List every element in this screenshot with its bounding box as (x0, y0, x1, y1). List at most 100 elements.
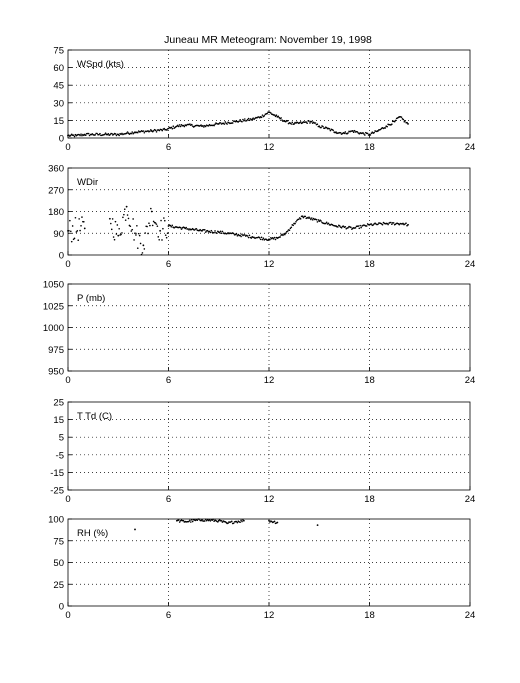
data-point (277, 115, 280, 118)
data-point (220, 520, 223, 522)
y-tick-label: 75 (53, 536, 64, 547)
data-point (182, 519, 185, 522)
data-point (221, 521, 224, 523)
data-point (244, 234, 246, 236)
data-point (122, 216, 124, 219)
data-point (227, 522, 229, 524)
data-point (109, 133, 111, 136)
data-point (203, 229, 206, 231)
data-point (314, 122, 317, 124)
x-tick-label: 0 (65, 494, 70, 505)
data-point (299, 218, 302, 220)
y-tick-label: 0 (59, 134, 64, 145)
x-tick-label: 6 (166, 610, 171, 621)
data-point (120, 233, 122, 236)
data-point (315, 218, 318, 221)
data-point (161, 239, 163, 241)
data-point (290, 123, 293, 125)
data-point (112, 236, 115, 238)
series-1 (67, 205, 409, 256)
data-point (206, 229, 209, 232)
data-point (205, 519, 208, 522)
x-tick-label: 0 (65, 375, 70, 386)
panel-label: T Td (C) (77, 411, 112, 422)
data-point (116, 224, 119, 226)
data-point (398, 223, 401, 226)
data-point (305, 121, 308, 123)
data-point (213, 520, 215, 523)
data-point (80, 133, 82, 136)
data-point (279, 236, 281, 238)
y-tick-label: 25 (53, 580, 64, 591)
data-point (132, 218, 134, 220)
data-point (365, 225, 368, 227)
data-point (155, 131, 158, 133)
data-point (360, 226, 362, 229)
data-point (136, 224, 138, 227)
data-point (247, 117, 250, 120)
data-point (159, 229, 162, 232)
data-point (304, 215, 307, 218)
data-point (121, 132, 123, 135)
data-point (163, 219, 166, 222)
data-point (339, 131, 342, 134)
data-point (310, 218, 312, 221)
data-point (198, 518, 201, 520)
x-tick-label: 18 (364, 142, 375, 153)
data-point (196, 519, 199, 522)
data-point (177, 519, 180, 521)
data-point (266, 112, 268, 115)
data-point (84, 134, 87, 137)
data-point (187, 228, 189, 230)
data-point (191, 520, 194, 523)
data-point (379, 128, 382, 131)
data-point (320, 220, 322, 222)
x-tick-label: 6 (166, 494, 171, 505)
data-point (262, 237, 265, 240)
data-point (172, 125, 175, 128)
data-point (223, 123, 226, 125)
data-point (317, 219, 320, 221)
data-point (121, 232, 123, 234)
chart-title: Juneau MR Meteogram: November 19, 1998 (164, 34, 372, 46)
data-point (123, 208, 126, 211)
data-point (248, 234, 251, 237)
x-tick-label: 6 (166, 259, 171, 270)
data-point (366, 132, 369, 135)
data-point (154, 222, 157, 224)
y-tick-label: 100 (48, 515, 64, 526)
data-point (147, 232, 149, 235)
data-point (316, 524, 319, 526)
data-point (209, 520, 212, 522)
data-point (237, 233, 240, 236)
data-point (241, 233, 243, 235)
y-tick-label: 180 (48, 207, 64, 218)
data-point (306, 122, 308, 124)
y-tick-label: -5 (56, 450, 64, 461)
data-point (241, 520, 243, 523)
data-point (144, 232, 147, 234)
data-point (299, 121, 302, 123)
data-point (394, 119, 397, 122)
data-point (311, 217, 313, 219)
data-point (387, 223, 389, 226)
y-tick-label: 1000 (43, 323, 64, 334)
panel-5: 0 6 12 18 24 0 25 50 75 100 RH (%) (48, 515, 475, 622)
data-point (180, 228, 183, 230)
data-point (384, 127, 387, 129)
data-point (185, 226, 187, 229)
data-point (150, 210, 153, 213)
data-point (230, 520, 233, 523)
y-tick-label: 0 (59, 251, 64, 262)
data-point (117, 234, 120, 237)
data-point (179, 125, 182, 128)
data-point (203, 520, 206, 522)
data-point (344, 131, 347, 133)
x-tick-label: 18 (364, 259, 375, 270)
panel-4: 0 6 12 18 24 -25 -15 -5 5 15 25 T Td (C) (50, 398, 475, 506)
data-point (276, 521, 279, 524)
data-point (357, 225, 360, 227)
x-tick-label: 0 (65, 142, 70, 153)
data-point (327, 222, 330, 225)
